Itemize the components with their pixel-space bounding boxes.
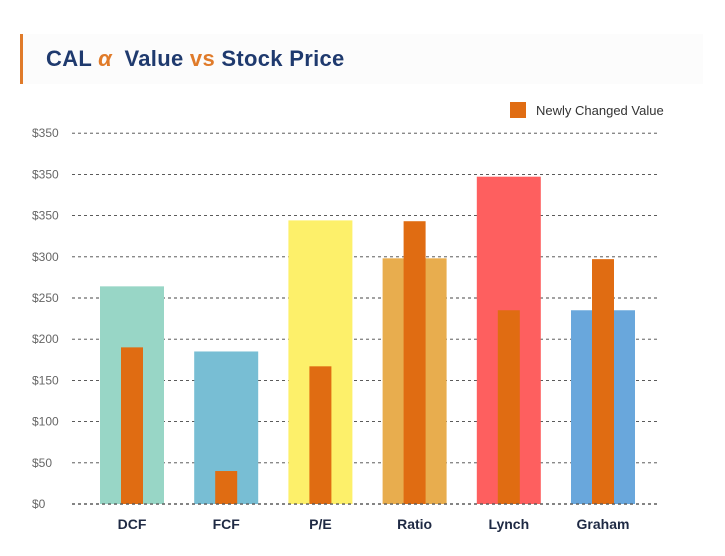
title-bar: CAL α Value vs Stock Price [20, 34, 703, 84]
y-tick-label: $50 [32, 456, 52, 470]
x-tick-label: FCF [213, 516, 241, 532]
bar-overlay-fcf [215, 471, 238, 504]
x-tick-label: DCF [118, 516, 147, 532]
legend-swatch [510, 102, 526, 118]
legend: Newly Changed Value [510, 102, 664, 118]
bar-overlay-ratio [403, 221, 426, 504]
title-vs: vs [189, 46, 215, 71]
y-tick-label: $300 [32, 250, 59, 264]
y-tick-label: $350 [32, 126, 59, 140]
y-tick-label: $100 [32, 415, 59, 429]
x-tick-label: Ratio [397, 516, 432, 532]
title-brand-mark: α [98, 46, 113, 71]
chart-title: CAL α Value vs Stock Price [46, 46, 345, 72]
x-tick-label: Graham [577, 516, 630, 532]
bar-overlay-lynch [497, 310, 520, 504]
y-tick-label: $350 [32, 167, 59, 181]
bar-overlay-pe [309, 366, 332, 504]
title-main: Value [124, 46, 184, 71]
y-tick-label: $200 [32, 332, 59, 346]
y-tick-label: $150 [32, 373, 59, 387]
title-brand: CAL [46, 46, 92, 71]
x-tick-label: Lynch [488, 516, 529, 532]
bar-overlay-dcf [121, 347, 143, 504]
bar-overlay-graham [592, 259, 614, 504]
title-rest: Stock Price [221, 46, 345, 71]
y-tick-label: $350 [32, 209, 59, 223]
x-tick-label: P/E [309, 516, 332, 532]
legend-label: Newly Changed Value [536, 102, 664, 118]
title-accent-bar [20, 34, 23, 84]
y-tick-label: $250 [32, 291, 59, 305]
y-tick-label: $0 [32, 497, 46, 511]
